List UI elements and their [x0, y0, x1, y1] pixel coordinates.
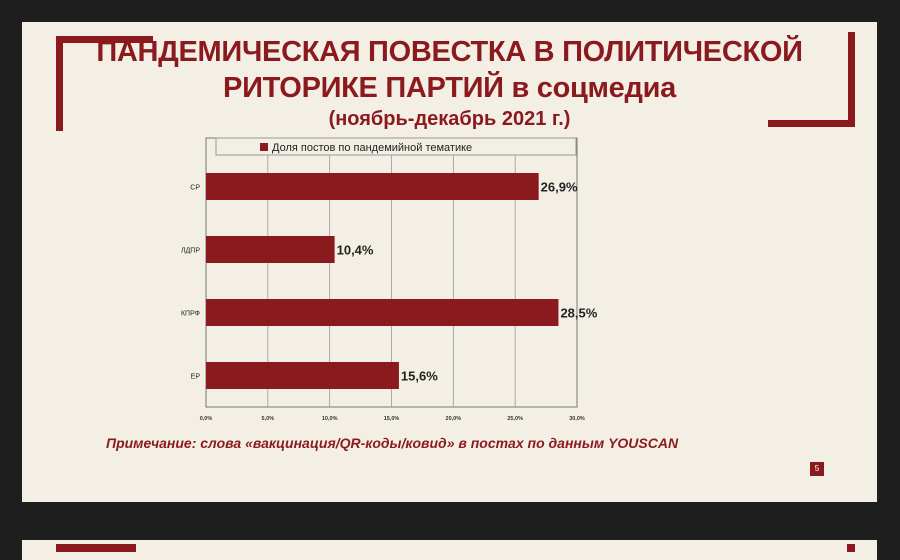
data-label: 15,6%	[401, 369, 438, 384]
bar	[206, 299, 559, 326]
title-line-2: РИТОРИКЕ ПАРТИЙ в соцмедиа	[223, 72, 676, 104]
data-label: 28,5%	[560, 306, 597, 321]
x-tick-label: 5,0%	[262, 416, 275, 422]
y-category-label: ЛДПР	[181, 248, 200, 255]
corner-bracket-top-left	[56, 36, 153, 131]
legend-swatch	[260, 143, 268, 151]
data-label: 26,9%	[541, 180, 578, 195]
legend-box	[215, 137, 577, 156]
y-category-label: СР	[190, 185, 200, 192]
y-category-label: КПРФ	[181, 311, 200, 318]
bar	[206, 362, 399, 389]
y-category-label: ЕР	[191, 374, 201, 381]
bar	[206, 236, 335, 263]
x-tick-label: 20,0%	[446, 416, 462, 422]
bar	[206, 173, 539, 200]
corner-bracket-top-right	[768, 32, 855, 127]
x-tick-label: 30,0%	[569, 416, 585, 422]
legend-label: Доля постов по пандемийной тематике	[272, 142, 472, 154]
next-slide-bracket-left	[56, 544, 136, 552]
x-tick-label: 0,0%	[200, 416, 213, 422]
data-label: 10,4%	[337, 243, 374, 258]
x-tick-label: 15,0%	[384, 416, 400, 422]
next-slide-bracket-right	[847, 544, 855, 552]
bar-chart: 0,0% 5,0% 10,0% 15,0% 20,0% 25,0% 30,0% Доля по…	[181, 137, 598, 422]
next-slide-peek	[22, 540, 877, 560]
note-text: Примечание: слова «вакцинация/QR-коды/ко…	[106, 435, 679, 451]
page-number: 5	[810, 462, 824, 476]
x-tick-label: 25,0%	[507, 416, 523, 422]
title-line-1: ПАНДЕМИЧЕСКАЯ ПОВЕСТКА В ПОЛИТИЧЕСКОЙ	[96, 36, 803, 68]
x-tick-label: 10,0%	[322, 416, 338, 422]
slide: ПАНДЕМИЧЕСКАЯ ПОВЕСТКА В ПОЛИТИЧЕСКОЙ РИ…	[22, 22, 877, 502]
title-line-3: (ноябрь-декабрь 2021 г.)	[328, 108, 571, 130]
